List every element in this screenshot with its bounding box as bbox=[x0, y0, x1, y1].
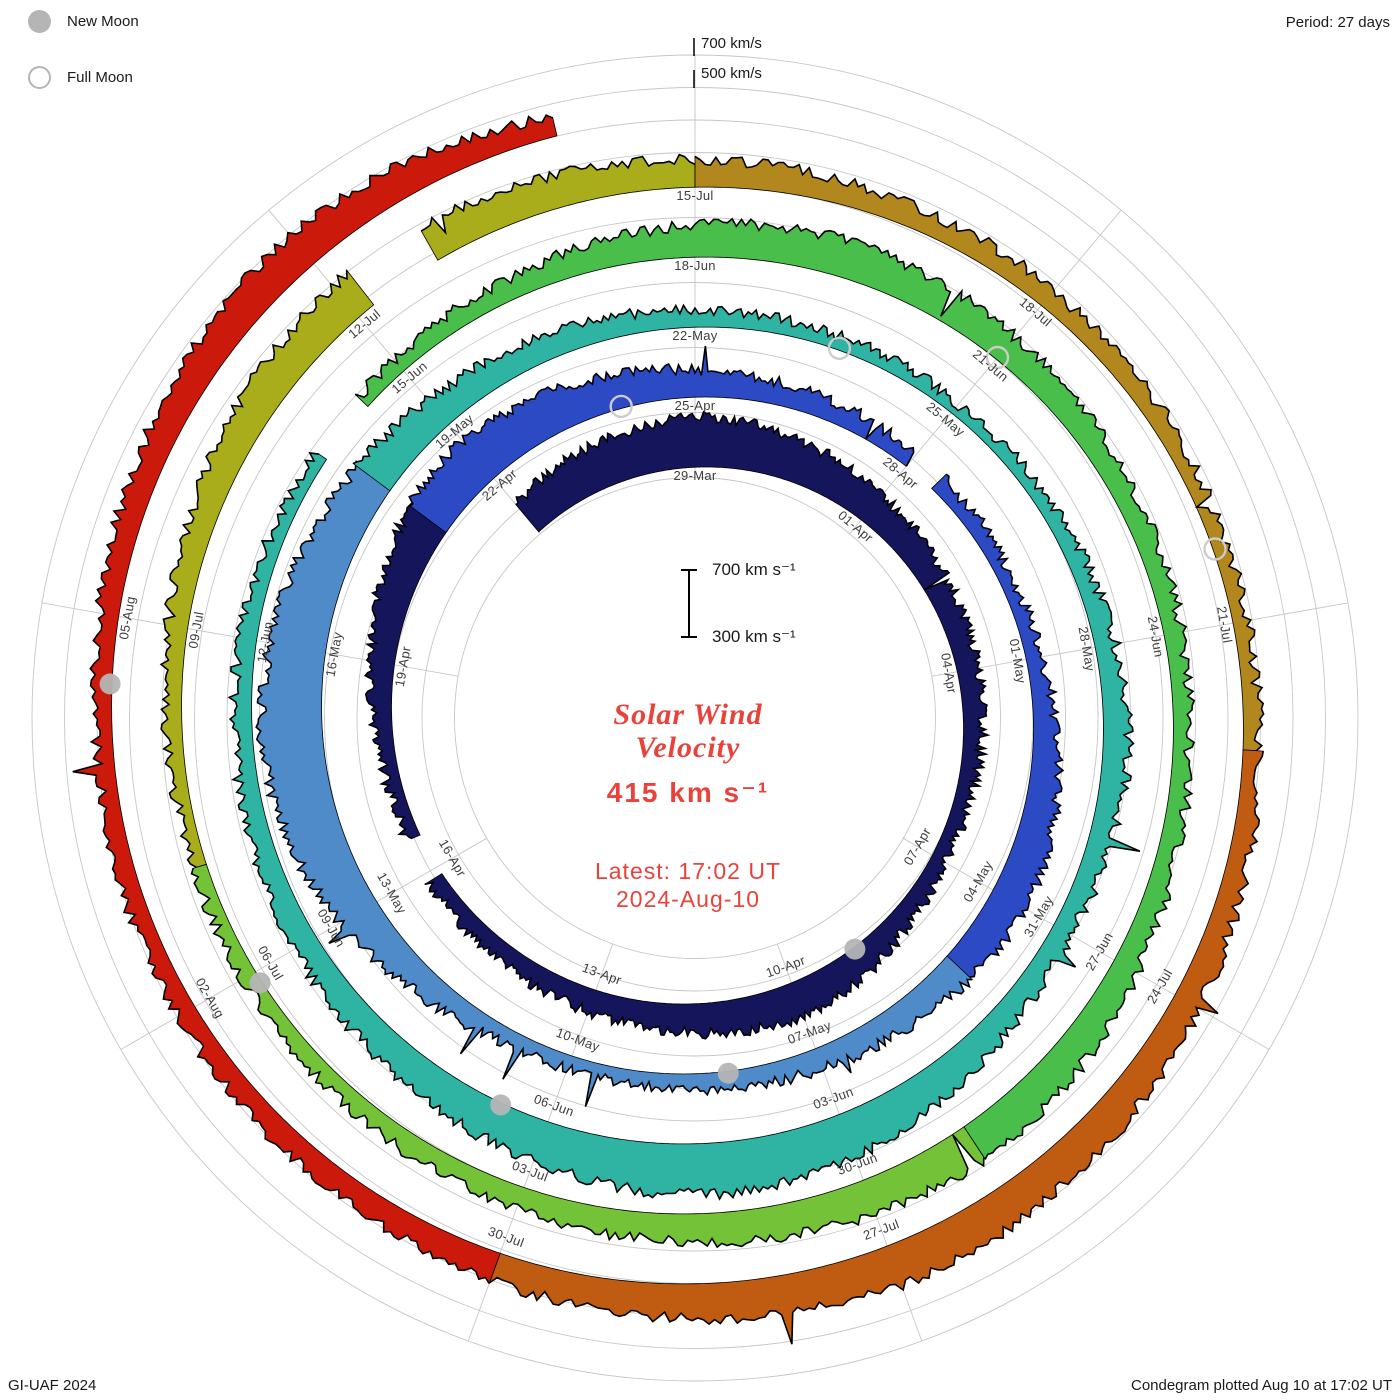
date-label: 27-Jul bbox=[861, 1216, 901, 1243]
radial-axis-label-700: 700 km/s bbox=[701, 35, 762, 52]
full-moon-label: Full Moon bbox=[67, 69, 133, 86]
scalebar-bottom-label: 300 km s⁻¹ bbox=[712, 627, 796, 646]
date-label: 16-Apr bbox=[436, 837, 470, 880]
latest-date-label: 2024-Aug-10 bbox=[616, 886, 760, 912]
date-label: 10-May bbox=[554, 1025, 602, 1055]
chart-title-line1: Solar Wind bbox=[613, 698, 763, 731]
date-label: 13-Apr bbox=[580, 960, 624, 988]
date-label: 22-May bbox=[672, 328, 717, 343]
velocity-trace bbox=[190, 868, 985, 1249]
date-label: 21-Jul bbox=[1214, 605, 1235, 644]
full-moon-marker bbox=[827, 336, 852, 360]
full-moon-icon bbox=[28, 66, 51, 89]
radial-axis-label-500: 500 km/s bbox=[701, 65, 762, 82]
latest-time-label: Latest: 17:02 UT bbox=[594, 858, 782, 884]
date-label: 18-Jun bbox=[674, 258, 716, 273]
legend-full-moon: Full Moon bbox=[28, 66, 133, 89]
date-label: 05-Aug bbox=[116, 595, 138, 641]
credit-label: GI-UAF 2024 bbox=[8, 1377, 97, 1394]
legend-new-moon: New Moon bbox=[28, 10, 139, 33]
date-label: 12-Jun bbox=[254, 620, 276, 664]
date-label: 24-Jun bbox=[1145, 615, 1167, 659]
date-label: 07-May bbox=[786, 1017, 834, 1047]
date-label: 15-Jul bbox=[676, 188, 713, 203]
velocity-trace bbox=[694, 155, 1265, 752]
new-moon-marker bbox=[490, 1094, 512, 1116]
velocity-trace bbox=[488, 750, 1264, 1345]
plotted-timestamp: Condegram plotted Aug 10 at 17:02 UT bbox=[1130, 1377, 1392, 1394]
new-moon-marker bbox=[717, 1062, 739, 1084]
grid-radial bbox=[903, 837, 1270, 1050]
velocity-trace bbox=[363, 502, 413, 840]
velocity-trace bbox=[408, 345, 915, 507]
velocity-trace bbox=[255, 460, 973, 1107]
date-label: 04-Apr bbox=[938, 652, 960, 695]
date-label: 19-Apr bbox=[392, 645, 414, 688]
velocity-trace bbox=[945, 473, 1065, 979]
chart-title-line2: Velocity bbox=[635, 731, 741, 764]
period-label: Period: 27 days bbox=[1285, 14, 1390, 31]
date-label: 25-Apr bbox=[675, 398, 716, 413]
date-label: 24-Jul bbox=[1144, 966, 1176, 1006]
velocity-trace bbox=[354, 217, 1196, 1160]
velocity-trace bbox=[227, 303, 1141, 1201]
velocity-trace bbox=[159, 270, 348, 869]
new-moon-icon bbox=[28, 10, 51, 33]
grid-radial bbox=[931, 602, 1348, 677]
new-moon-marker bbox=[844, 938, 866, 960]
new-moon-label: New Moon bbox=[67, 13, 139, 30]
date-label: 03-Jun bbox=[811, 1084, 855, 1112]
new-moon-marker bbox=[249, 972, 271, 994]
velocity-scalebar bbox=[681, 569, 697, 638]
full-moon-marker bbox=[1203, 537, 1227, 561]
date-label: 09-Jul bbox=[185, 610, 206, 649]
full-moon-marker bbox=[609, 394, 633, 419]
velocity-trace bbox=[72, 114, 554, 1284]
date-label: 10-Apr bbox=[764, 952, 808, 980]
new-moon-marker bbox=[99, 673, 121, 695]
grid-radial bbox=[268, 209, 541, 535]
current-velocity-value: 415 km s⁻¹ bbox=[606, 777, 770, 808]
velocity-bands bbox=[72, 114, 1265, 1345]
date-label: 29-Mar bbox=[674, 468, 717, 483]
scalebar-top-label: 700 km s⁻¹ bbox=[712, 560, 796, 579]
velocity-trace bbox=[420, 153, 696, 236]
full-moon-marker bbox=[985, 345, 1010, 370]
velocity-trace bbox=[424, 410, 991, 1040]
grid-radial bbox=[849, 209, 1122, 535]
